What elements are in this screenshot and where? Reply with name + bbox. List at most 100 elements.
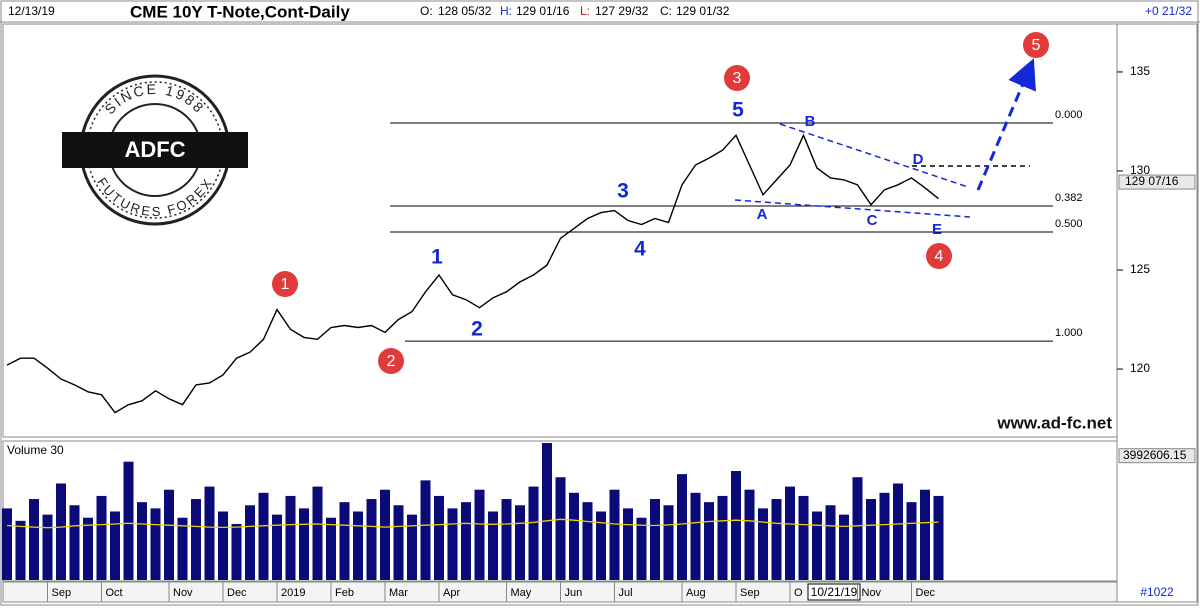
volume-bar: [231, 523, 242, 580]
ohlc-value: 128 05/32: [438, 4, 492, 18]
ohlc-value: 129 01/16: [516, 4, 570, 18]
volume-bar: [393, 505, 404, 580]
degree-label: 3: [733, 70, 742, 87]
volume-bar: [150, 508, 161, 580]
volume-bar: [839, 514, 849, 580]
volume-bar: [420, 480, 431, 580]
value-axis: [1116, 23, 1198, 603]
volume-bar: [474, 489, 485, 580]
volume-bar: [15, 520, 26, 580]
trendline: [779, 123, 969, 188]
volume-bar: [339, 502, 350, 580]
volume-bar: [110, 511, 120, 580]
volume-bar: [812, 511, 822, 580]
x-tick-label: Dec: [227, 587, 247, 599]
logo-band: [62, 132, 248, 168]
volume-bar: [744, 489, 755, 580]
wave-label: 2: [471, 318, 483, 341]
x-tick-label: Jul: [619, 587, 633, 599]
degree-circle: [926, 243, 952, 269]
volume-bar: [636, 517, 647, 580]
corrective-label: A: [757, 206, 768, 223]
last-value-box: [1118, 174, 1196, 190]
x-tick-label: Nov: [862, 587, 882, 599]
last-volume-box: [1118, 448, 1196, 464]
x-tick-label: Nov: [173, 587, 193, 599]
degree-markers: 1 2 3 4 5: [272, 32, 1049, 374]
volume-title: Volume 30: [7, 443, 64, 457]
x-tick-label: Aug: [686, 587, 706, 599]
volume-bar: [204, 486, 215, 580]
volume-bar: [569, 492, 579, 580]
x-tick-label: Apr: [443, 587, 460, 599]
x-tick-label: Sep: [52, 587, 72, 599]
volume-bar: [798, 495, 809, 580]
volume-bar: [528, 486, 539, 580]
bar-count: #1022: [1140, 585, 1174, 599]
corrective-label: E: [932, 221, 942, 238]
degree-circle: [272, 271, 298, 297]
volume-bar: [758, 508, 768, 580]
x-tick-label: Oct: [106, 587, 123, 599]
volume-bar: [596, 511, 606, 580]
volume-bar: [366, 499, 377, 580]
volume-bar: [542, 443, 552, 580]
volume-bar: [906, 502, 917, 580]
y-tick-label: 135: [1130, 64, 1150, 78]
y-tick-label: 130: [1130, 163, 1150, 177]
fib-label: 0.382: [1055, 192, 1083, 204]
volume-bar: [704, 502, 714, 580]
volume-bar: [785, 486, 795, 580]
volume-bar: [137, 502, 147, 580]
change: +0 21/32: [1145, 4, 1192, 18]
drawings: [734, 58, 1036, 218]
volume-bar: [218, 511, 228, 580]
volume-bar: [717, 495, 728, 580]
volume-bar: [434, 495, 444, 580]
x-tick-label: Jun: [565, 587, 583, 599]
volume-bar: [582, 502, 593, 580]
volume-bar: [609, 489, 620, 580]
volume-bar: [83, 517, 93, 580]
volume-bar: [447, 508, 458, 580]
degree-circle: [1023, 32, 1049, 58]
volume-bar: [663, 505, 674, 580]
volume-bar: [380, 489, 390, 580]
volume-bar: [2, 508, 12, 580]
volume-bar: [933, 495, 944, 580]
wave-label: 1: [431, 246, 443, 269]
degree-label: 2: [387, 353, 396, 370]
x-tick-label: Sep: [740, 587, 760, 599]
ohlc-value: 129 01/32: [676, 4, 730, 18]
volume-bar: [69, 505, 80, 580]
fib-label: 1.000: [1055, 327, 1083, 339]
cursor-box: [807, 583, 861, 601]
fib-label: 0.000: [1055, 109, 1083, 121]
x-tick-label: Dec: [916, 587, 936, 599]
volume-bar: [771, 499, 782, 580]
volume-bar: [407, 514, 417, 580]
wave-label: 4: [634, 238, 646, 261]
projection-arrow: [976, 58, 1036, 191]
logo-name: ADFC: [124, 137, 185, 162]
volume-bar: [177, 517, 188, 580]
volume-bar: [501, 499, 512, 580]
ohlc-label: L:: [580, 4, 590, 18]
volume-bar: [123, 461, 134, 580]
volume-bar: [920, 489, 930, 580]
volume-bar: [555, 477, 566, 580]
volume-bar: [164, 489, 174, 580]
volume-bar: [677, 474, 687, 580]
x-tick-label: Mar: [389, 587, 408, 599]
volume-bar: [461, 502, 471, 580]
volume-bar: [96, 495, 107, 580]
chart-title: CME 10Y T-Note,Cont-Daily: [130, 2, 350, 21]
volume-bar: [285, 495, 296, 580]
fib-label: 0.500: [1055, 218, 1083, 230]
volume-bar: [893, 483, 903, 580]
volume-bar: [866, 499, 876, 580]
degree-label: 1: [281, 276, 290, 293]
volume-bar: [353, 511, 363, 580]
